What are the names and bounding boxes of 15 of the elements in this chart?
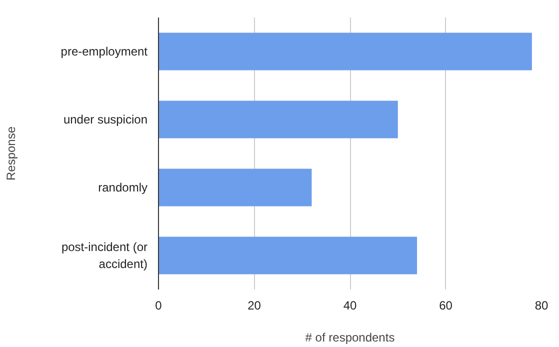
y-tick-label: post-incident (or accident) <box>61 240 148 271</box>
x-axis-title: # of respondents <box>305 330 395 344</box>
y-axis-title: Response <box>4 126 18 181</box>
x-tick-label: 60 <box>439 298 453 312</box>
bar <box>158 168 312 206</box>
x-tick-label: 20 <box>248 298 262 312</box>
x-tick-label: 40 <box>343 298 357 312</box>
bar <box>158 32 532 70</box>
x-tick-label: 0 <box>155 298 162 312</box>
y-tick-label: pre-employment <box>60 44 148 58</box>
x-tick-label: 80 <box>534 298 548 312</box>
y-tick-label: randomly <box>98 180 148 194</box>
bar <box>158 100 398 138</box>
y-tick-label: under suspicion <box>63 112 148 126</box>
bar <box>158 236 418 274</box>
